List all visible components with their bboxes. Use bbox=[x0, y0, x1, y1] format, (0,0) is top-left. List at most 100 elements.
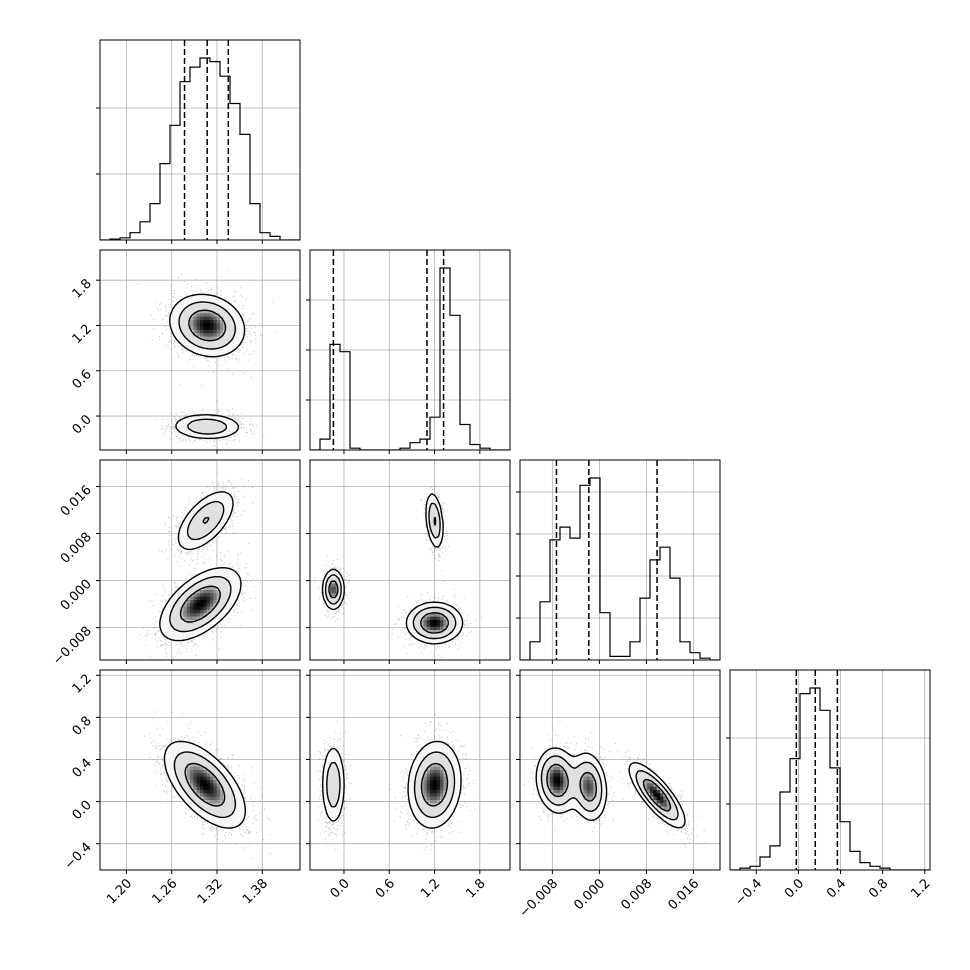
density-cell bbox=[636, 780, 641, 784]
density-cell bbox=[563, 780, 568, 784]
density-cell bbox=[430, 493, 434, 498]
density-cell bbox=[433, 540, 438, 544]
x-tick-label: 1.2 bbox=[418, 876, 443, 901]
density-cell bbox=[176, 750, 181, 754]
density-cell bbox=[183, 626, 188, 631]
density-cell bbox=[333, 583, 338, 588]
density-cell bbox=[546, 766, 551, 771]
density-cell bbox=[226, 313, 231, 318]
density-cell bbox=[336, 756, 341, 761]
density-cell bbox=[183, 430, 188, 434]
density-cell bbox=[193, 623, 198, 628]
density-cell bbox=[196, 770, 201, 774]
contour-level-1 bbox=[169, 293, 246, 440]
density-cell bbox=[426, 616, 431, 621]
density-cell bbox=[206, 793, 211, 798]
density-cell bbox=[433, 640, 438, 644]
density-cell bbox=[196, 576, 201, 581]
density-cell bbox=[663, 810, 668, 814]
density-cell bbox=[596, 810, 601, 814]
density-cell bbox=[446, 636, 451, 641]
density-cell bbox=[453, 766, 458, 771]
density-cell bbox=[443, 803, 448, 808]
density-cell bbox=[423, 786, 428, 791]
density-cell bbox=[210, 786, 214, 791]
density-cell bbox=[590, 783, 594, 788]
density-cell bbox=[206, 603, 211, 608]
density-cell bbox=[550, 763, 554, 768]
density-cell bbox=[200, 763, 204, 768]
density-cell bbox=[226, 823, 231, 828]
density-cell bbox=[223, 506, 228, 511]
density-cell bbox=[563, 756, 568, 761]
density-cell bbox=[570, 786, 574, 791]
density-cell bbox=[186, 766, 191, 771]
density-cell bbox=[340, 590, 344, 594]
density-cell bbox=[240, 813, 244, 818]
density-cell bbox=[333, 796, 338, 801]
density-cell bbox=[190, 510, 194, 514]
density-cell bbox=[580, 786, 584, 791]
density-cell bbox=[206, 336, 211, 341]
density-cell bbox=[586, 810, 591, 814]
density-cell bbox=[213, 570, 218, 574]
density-cell bbox=[426, 640, 431, 644]
density-cell bbox=[216, 323, 221, 328]
density-cell bbox=[206, 600, 211, 604]
density-cell bbox=[216, 583, 221, 588]
density-cell bbox=[190, 520, 194, 524]
density-cell bbox=[453, 800, 458, 804]
density-cell bbox=[436, 756, 441, 761]
density-cell bbox=[200, 786, 204, 791]
density-cell bbox=[420, 773, 424, 778]
y-tick-label: −0.008 bbox=[50, 624, 95, 669]
density-cell bbox=[596, 766, 601, 771]
density-cell bbox=[440, 626, 444, 631]
density-cell bbox=[413, 616, 418, 621]
density-cell bbox=[206, 573, 211, 578]
density-cell bbox=[226, 586, 231, 591]
density-cell bbox=[420, 603, 424, 608]
density-cell bbox=[226, 316, 231, 321]
density-cell bbox=[180, 340, 184, 344]
density-cell bbox=[576, 773, 581, 778]
density-cell bbox=[200, 630, 204, 634]
density-cell bbox=[190, 433, 194, 438]
density-cell bbox=[436, 746, 441, 751]
density-cell bbox=[410, 796, 414, 801]
density-cell bbox=[443, 606, 448, 611]
density-cell bbox=[560, 796, 564, 801]
axes-frame bbox=[99, 39, 301, 241]
density-cell bbox=[200, 606, 204, 611]
density-cell bbox=[193, 350, 198, 354]
density-cell bbox=[556, 756, 561, 761]
density-cell bbox=[443, 766, 448, 771]
density-cell bbox=[446, 766, 451, 771]
density-cell bbox=[163, 610, 168, 614]
density-cell bbox=[446, 790, 451, 794]
density-cell bbox=[433, 500, 438, 504]
density-cell bbox=[220, 823, 224, 828]
density-cell bbox=[186, 346, 191, 351]
density-cell bbox=[576, 806, 581, 811]
density-cell bbox=[230, 423, 234, 428]
pair-panel-data bbox=[143, 711, 271, 869]
density-cell bbox=[186, 583, 191, 588]
density-cell bbox=[203, 603, 208, 608]
density-cell bbox=[173, 636, 178, 641]
density-cell bbox=[650, 786, 654, 791]
density-cell bbox=[436, 603, 441, 608]
density-cell bbox=[210, 573, 214, 578]
density-cell bbox=[233, 343, 238, 348]
density-cell bbox=[196, 333, 201, 338]
density-cell bbox=[203, 323, 208, 328]
density-cell bbox=[443, 633, 448, 638]
density-cell bbox=[440, 816, 444, 821]
density-cell bbox=[180, 610, 184, 614]
density-cell bbox=[200, 803, 204, 808]
density-cell bbox=[240, 800, 244, 804]
density-cell bbox=[216, 510, 221, 514]
density-cell bbox=[213, 296, 218, 301]
density-cell bbox=[426, 620, 431, 624]
density-cell bbox=[196, 786, 201, 791]
